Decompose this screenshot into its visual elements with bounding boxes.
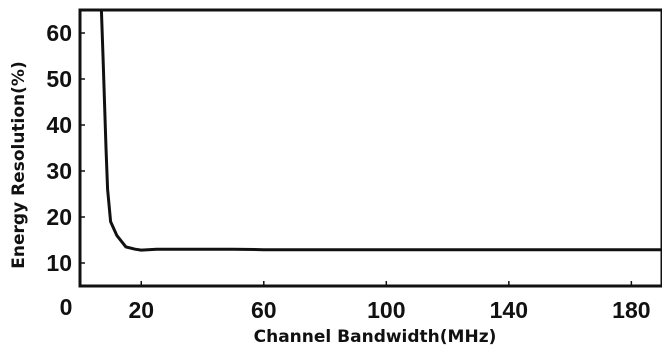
series-line [99,8,662,252]
y-tick-label: 50 [46,66,72,92]
data-point [232,248,235,251]
y-tick-label: 30 [46,158,72,184]
x-tick-label: 140 [490,297,528,323]
data-point [134,248,137,251]
x-tick-label: 100 [367,297,405,323]
data-points [100,9,662,252]
data-point [446,248,449,251]
data-point [140,249,143,252]
data-point [155,248,158,251]
data-point [507,248,510,251]
data-point [102,55,105,58]
x-tick-label: 20 [128,297,154,323]
y-tick-label: 20 [46,204,72,230]
data-point [109,220,112,223]
data-point [124,245,127,248]
x-axis-ticks: 20 60 100 140 180 [128,281,651,323]
data-point [201,248,204,251]
y-tick-label: 10 [46,250,72,276]
data-point [170,248,173,251]
y-axis-title: Energy Resolution(%) [9,61,29,268]
origin-label: 0 [60,294,73,320]
plot-frame [78,8,662,288]
data-point [105,147,108,150]
data-point [630,248,633,251]
data-point [115,234,118,237]
x-tick-label: 60 [251,297,277,323]
y-axis-ticks: 10 20 30 40 50 60 [46,20,85,276]
data-point [569,248,572,251]
x-tick-label: 180 [612,297,650,323]
data-point [324,248,327,251]
data-point [100,9,103,12]
x-axis-title: Channel Bandwidth(MHz) [254,327,497,345]
data-point [103,101,106,104]
data-point [385,248,388,251]
data-point [106,188,109,191]
y-tick-label: 60 [46,20,72,46]
y-tick-label: 40 [46,112,72,138]
data-point [262,248,265,251]
